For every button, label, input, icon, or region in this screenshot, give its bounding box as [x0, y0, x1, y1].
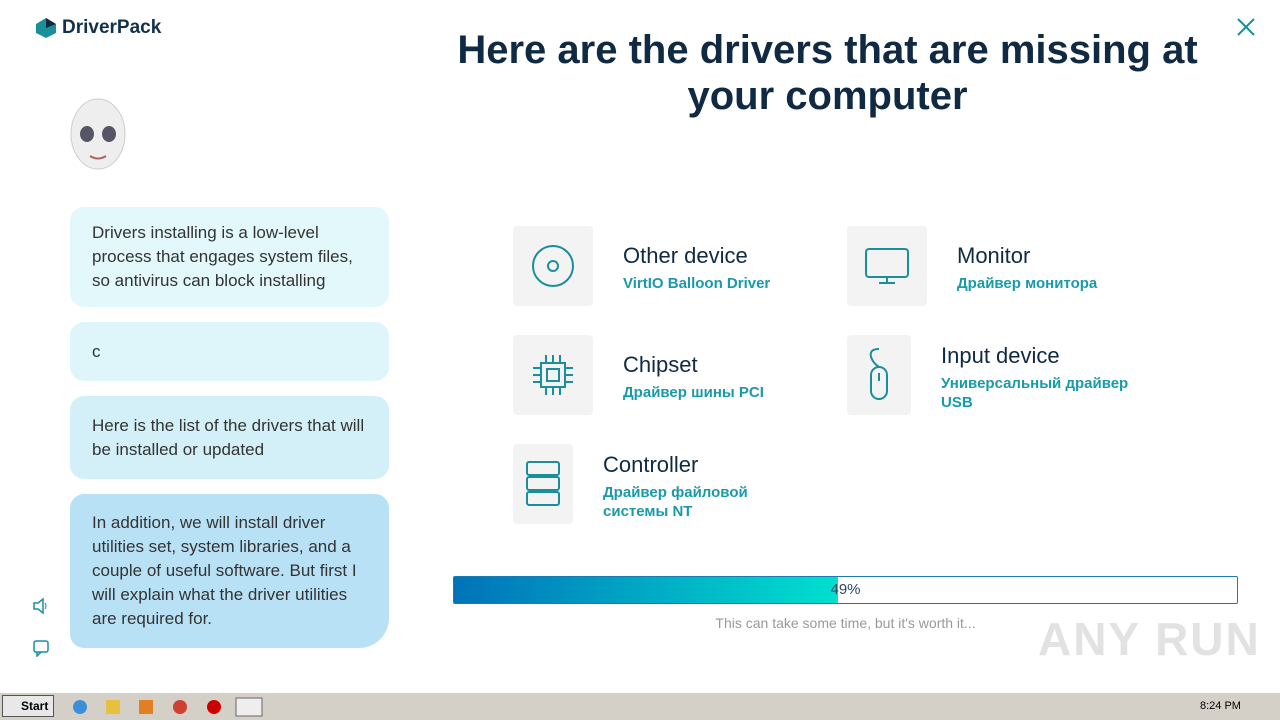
device-driver: VirtIO Balloon Driver [623, 275, 771, 292]
progress-label: 49% [830, 581, 861, 598]
logo-icon [36, 18, 56, 38]
start-button[interactable]: Start [2, 695, 54, 717]
device: Input device Универсальный драйвер USB [941, 343, 1141, 412]
device-name: Monitor [957, 243, 1031, 268]
progress-bar [453, 576, 1238, 604]
chat-message: Here is the list of the drivers that wil… [70, 396, 389, 479]
device-driver: Драйвер монитора [957, 275, 1098, 292]
device: Other device VirtIO Balloon Driver [623, 243, 770, 293]
chat-message: c [70, 322, 389, 381]
chat-message: In addition, we will install driver util… [70, 494, 389, 648]
device-icon [513, 335, 593, 415]
chat-message: Drivers installing is a low-level proces… [70, 207, 389, 307]
device-icon [513, 444, 573, 524]
device: Chipset Драйвер шины PCI [623, 352, 764, 402]
device-icon [513, 226, 593, 306]
device-driver: Драйвер шины PCI [623, 384, 764, 401]
clock: 8:24 PM [1200, 700, 1241, 712]
device-driver: Драйвер файловой системы NT [603, 484, 748, 520]
device-name: Other device [623, 243, 748, 268]
device: Monitor Драйвер монитора [957, 243, 1097, 293]
progress-note: This can take some time, but it's worth … [715, 615, 976, 631]
device: Controller Драйвер файловой системы NT [603, 452, 803, 521]
taskbar-icons [73, 697, 263, 717]
watermark: ANY RUN [1038, 613, 1261, 665]
device-icon [847, 335, 911, 415]
device-name: Chipset [623, 352, 698, 377]
progress-fill [454, 577, 838, 603]
close-button[interactable] [1236, 17, 1256, 37]
sound-button[interactable] [32, 597, 50, 615]
logo: DriverPack [62, 17, 162, 38]
avatar [70, 98, 126, 170]
device-icon [847, 226, 927, 306]
device-name: Input device [941, 343, 1060, 368]
chat-button[interactable] [32, 639, 50, 657]
device-name: Controller [603, 452, 699, 477]
device-driver: Универсальный драйвер USB [941, 375, 1129, 411]
page-title: Here are the drivers that are missing at… [457, 28, 1198, 118]
